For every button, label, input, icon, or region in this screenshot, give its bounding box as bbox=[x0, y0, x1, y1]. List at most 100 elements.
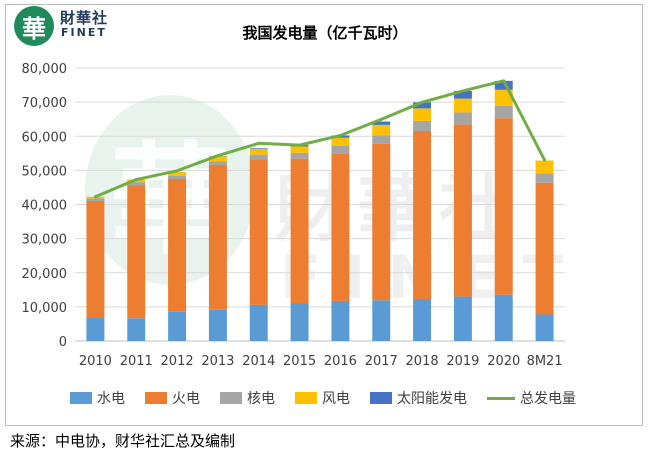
bar-segment bbox=[331, 300, 350, 341]
bar-segment bbox=[494, 118, 513, 295]
bar-segment bbox=[494, 89, 513, 106]
x-tick-label: 8M21 bbox=[527, 354, 563, 369]
source-note: 来源：中电协，财华社汇总及编制 bbox=[10, 432, 236, 450]
legend-item: 水电 bbox=[70, 388, 125, 408]
bar-segment bbox=[208, 164, 227, 310]
bar-segment bbox=[453, 112, 472, 125]
bar-segment bbox=[290, 158, 309, 304]
line-point bbox=[216, 154, 220, 158]
line-point bbox=[93, 195, 97, 199]
bar-segment bbox=[290, 146, 309, 153]
line-point bbox=[298, 143, 302, 147]
legend-label: 水电 bbox=[97, 391, 125, 407]
bar-segment bbox=[494, 294, 513, 341]
bar-segment bbox=[494, 105, 513, 119]
bar-segment bbox=[331, 153, 350, 301]
y-tick-label: 40,000 bbox=[22, 199, 68, 214]
legend-swatch bbox=[70, 392, 92, 404]
bar-segment bbox=[372, 300, 391, 341]
line-point bbox=[134, 178, 138, 182]
bar-segment bbox=[413, 298, 432, 341]
legend-label: 风电 bbox=[322, 391, 350, 407]
line-point bbox=[420, 100, 424, 104]
bar-segment bbox=[453, 98, 472, 113]
legend-item: 太阳能发电 bbox=[370, 388, 467, 408]
bar-segment bbox=[127, 185, 146, 319]
bar-segment bbox=[372, 135, 391, 144]
legend-label: 总发电量 bbox=[520, 391, 576, 407]
line-point bbox=[502, 79, 506, 83]
bar-segment bbox=[249, 154, 268, 160]
bar-segment bbox=[168, 172, 187, 176]
y-tick-label: 0 bbox=[59, 335, 67, 350]
bar-segment bbox=[249, 149, 268, 155]
bar-segment bbox=[413, 102, 432, 109]
legend-line-swatch bbox=[487, 396, 515, 400]
bar-segment bbox=[453, 296, 472, 341]
bar-segment bbox=[535, 314, 554, 341]
y-tick-label: 80,000 bbox=[22, 62, 68, 77]
legend-item: 风电 bbox=[295, 388, 350, 408]
x-tick-label: 2016 bbox=[324, 354, 357, 369]
y-tick-label: 20,000 bbox=[22, 267, 68, 282]
bar-segment bbox=[86, 200, 105, 318]
bar-segment bbox=[208, 161, 227, 165]
bar-segment bbox=[372, 121, 391, 125]
bar-segment bbox=[168, 175, 187, 179]
bar-segment bbox=[208, 309, 227, 341]
chart: 0 10,000 20,000 30,000 40,000 50,000 60,000 70,… bbox=[22, 62, 565, 369]
chart-title: 我国发电量（亿千瓦时） bbox=[242, 24, 408, 42]
bar-segment bbox=[127, 318, 146, 341]
bar-segment bbox=[86, 317, 105, 341]
y-tick-label: 50,000 bbox=[22, 164, 68, 179]
bar-segment bbox=[453, 124, 472, 297]
bar-segment bbox=[494, 80, 513, 90]
legend-swatch bbox=[295, 392, 317, 404]
y-tick-label: 10,000 bbox=[22, 301, 68, 316]
y-tick-label: 70,000 bbox=[22, 96, 68, 111]
bar-segment bbox=[453, 90, 472, 99]
bar-segment bbox=[413, 120, 432, 131]
bar-segment bbox=[372, 143, 391, 301]
bar-segment bbox=[249, 304, 268, 341]
line-point bbox=[338, 133, 342, 137]
x-tick-label: 2013 bbox=[201, 354, 234, 369]
legend-item: 火电 bbox=[145, 388, 200, 408]
x-tick-label: 2015 bbox=[283, 354, 316, 369]
x-tick-label: 2012 bbox=[161, 354, 194, 369]
legend-swatch bbox=[370, 392, 392, 404]
legend-label: 火电 bbox=[172, 391, 200, 407]
bar-segment bbox=[249, 159, 268, 305]
line-point bbox=[543, 158, 547, 162]
bar-segment bbox=[208, 156, 227, 162]
y-tick-label: 60,000 bbox=[22, 130, 68, 145]
bar-segment bbox=[331, 145, 350, 154]
y-tick-label: 30,000 bbox=[22, 233, 68, 248]
x-tick-label: 2014 bbox=[242, 354, 275, 369]
legend-item: 核电 bbox=[220, 388, 275, 408]
legend-swatch bbox=[145, 392, 167, 404]
line-point bbox=[175, 169, 179, 173]
bar-segment bbox=[535, 182, 554, 315]
line-point bbox=[379, 117, 383, 121]
bar-segment bbox=[372, 124, 391, 136]
legend-swatch bbox=[220, 392, 242, 404]
legend-item: 总发电量 bbox=[487, 388, 576, 408]
total-line bbox=[94, 79, 546, 199]
x-tick-label: 2010 bbox=[79, 354, 112, 369]
legend: 水电 火电 核电 风电 太阳能发电 总发电量 bbox=[70, 386, 630, 410]
logo-en: FINET bbox=[61, 26, 107, 39]
line-point bbox=[461, 89, 465, 93]
logo-cn: 財華社 bbox=[60, 9, 109, 27]
x-tick-label: 2019 bbox=[446, 354, 479, 369]
bar-segment bbox=[127, 182, 146, 186]
bar-segment bbox=[535, 160, 554, 174]
bar-segment bbox=[168, 178, 187, 312]
legend-label: 太阳能发电 bbox=[397, 391, 467, 407]
x-tick-label: 2017 bbox=[365, 354, 398, 369]
x-tick-label: 2011 bbox=[120, 354, 153, 369]
legend-label: 核电 bbox=[247, 391, 275, 407]
logo: 華 財華社 FINET bbox=[14, 6, 174, 46]
bar-segment bbox=[86, 198, 105, 201]
x-tick-label: 2018 bbox=[406, 354, 439, 369]
